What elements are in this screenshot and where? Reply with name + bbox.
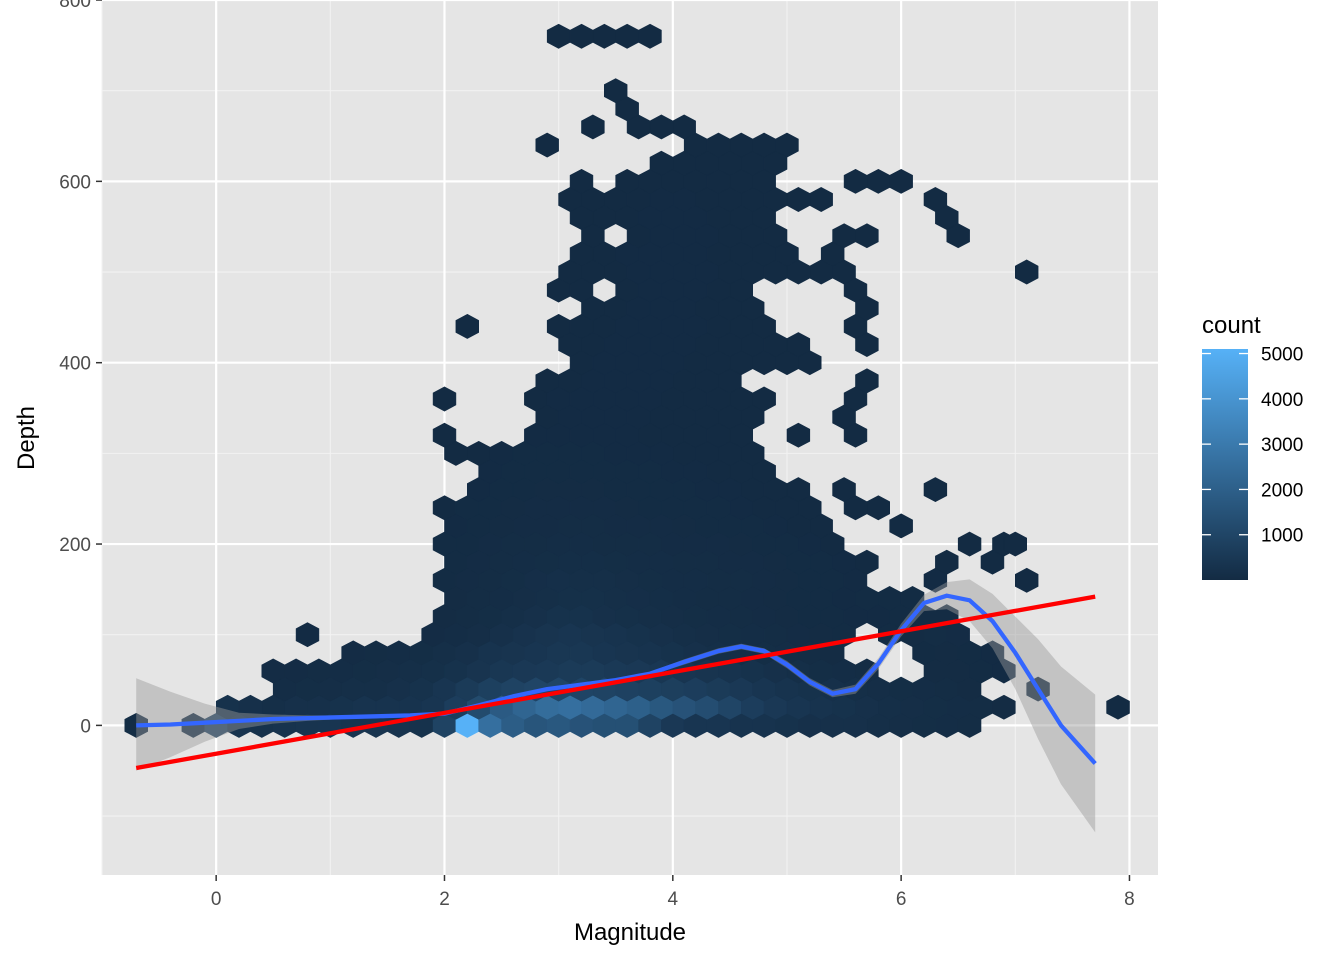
legend-tick-label: 2000 — [1261, 480, 1303, 501]
y-axis: 0 200 400 600 800 — [59, 0, 102, 737]
hex-cell — [581, 114, 605, 140]
x-tick-label: 8 — [1124, 889, 1135, 910]
x-tick-label: 0 — [211, 889, 222, 910]
y-tick-label: 800 — [59, 0, 91, 12]
hexbin-cells — [124, 23, 1130, 738]
hex-cell — [295, 622, 320, 648]
hex-cell — [1014, 567, 1039, 593]
hex-cell — [855, 223, 879, 249]
color-legend: count 1000 2000 3000 4000 5000 — [1202, 312, 1303, 580]
hex-cell — [1003, 531, 1027, 557]
x-axis-title: Magnitude — [574, 919, 686, 946]
y-tick-label: 0 — [80, 716, 91, 737]
hex-cell — [432, 422, 457, 448]
hex-cell — [957, 531, 982, 557]
hex-cell — [809, 187, 833, 212]
hex-cell — [786, 422, 811, 448]
hex-cell — [638, 23, 662, 49]
hex-cell — [432, 386, 457, 412]
y-tick-label: 400 — [59, 354, 91, 375]
hex-cell — [775, 132, 799, 158]
hex-cell — [603, 78, 628, 104]
loess-confidence-band — [136, 579, 1096, 833]
hex-cell — [672, 114, 696, 140]
legend-tick-label: 3000 — [1261, 435, 1303, 456]
hex-cell — [923, 187, 948, 212]
x-tick-label: 2 — [439, 889, 450, 910]
hex-cell — [786, 332, 811, 357]
confidence-band — [136, 579, 1096, 833]
y-axis-title: Depth — [13, 406, 40, 470]
hex-cell — [1014, 259, 1039, 285]
hex-cell — [455, 313, 480, 339]
hex-cell — [923, 477, 948, 503]
hex-cell — [935, 549, 959, 575]
hex-cell — [569, 168, 594, 194]
trend-lines — [135, 593, 1097, 771]
legend-colorbar — [1202, 349, 1248, 580]
legend-title: count — [1202, 312, 1261, 339]
legend-tick-label: 4000 — [1261, 390, 1303, 411]
linear-fit-line — [135, 594, 1096, 771]
legend-ticks: 1000 2000 3000 4000 5000 — [1202, 345, 1303, 547]
loess-fit-line — [136, 593, 1097, 765]
hex-cell — [855, 368, 879, 394]
legend-tick-label: 1000 — [1261, 526, 1303, 547]
x-tick-label: 6 — [896, 889, 907, 910]
hex-cell — [889, 168, 913, 194]
x-tick-label: 4 — [668, 889, 679, 910]
hex-cell — [786, 477, 811, 503]
y-tick-label: 200 — [59, 535, 91, 556]
hex-cell — [1106, 694, 1130, 720]
x-axis: 0 2 4 6 8 — [211, 875, 1135, 910]
hex-cell — [752, 386, 776, 412]
hex-cell — [832, 477, 856, 503]
y-tick-label: 600 — [59, 172, 91, 193]
hex-cell — [992, 694, 1016, 720]
legend-tick-label: 5000 — [1261, 345, 1303, 366]
hex-cell — [889, 513, 913, 539]
hex-cell — [855, 549, 879, 575]
hex-cell — [866, 495, 891, 521]
hex-cell — [980, 640, 1005, 666]
hex-cell — [535, 132, 559, 158]
hex-cell — [900, 586, 925, 611]
